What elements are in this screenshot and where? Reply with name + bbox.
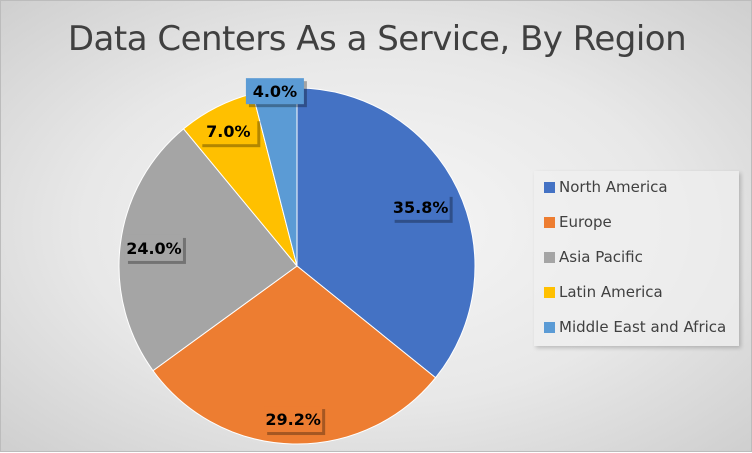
legend-swatch xyxy=(544,286,555,298)
legend-swatch xyxy=(544,216,555,228)
legend-item: Latin America xyxy=(544,282,663,302)
data-label-text: 35.8% xyxy=(393,198,449,217)
data-label-text: 7.0% xyxy=(206,122,250,141)
legend-item: Middle East and Africa xyxy=(544,317,726,337)
data-label-text: 4.0% xyxy=(253,82,297,101)
pie-slice-asia-pacific xyxy=(118,128,298,372)
data-label-text: 29.2% xyxy=(265,410,321,429)
data-label-box xyxy=(199,118,258,145)
chart-title: Data Centers As a Service, By Region xyxy=(67,19,687,59)
data-label: 24.0% xyxy=(124,234,186,264)
legend-label: Asia Pacific xyxy=(559,248,643,266)
legend-swatch xyxy=(544,251,555,263)
legend-item: North America xyxy=(544,177,668,197)
pie-slice-north-america xyxy=(296,87,476,379)
legend-item: Asia Pacific xyxy=(544,247,643,267)
legend-label: North America xyxy=(559,178,668,196)
legend-item: Europe xyxy=(544,212,612,232)
legend-label: Latin America xyxy=(559,283,663,301)
data-label-box xyxy=(391,193,450,220)
data-label: 29.2% xyxy=(264,406,326,436)
legend-label: Europe xyxy=(559,213,612,231)
legend-swatch xyxy=(544,181,555,193)
data-label-text: 24.0% xyxy=(126,239,182,258)
legend-label: Middle East and Africa xyxy=(559,318,727,336)
data-label-box xyxy=(124,234,183,261)
data-label: 35.8% xyxy=(391,193,453,223)
legend-swatch xyxy=(544,321,555,333)
data-label-box xyxy=(245,78,304,105)
legend: North America Europe Asia Pacific Latin Ame… xyxy=(534,171,739,346)
pie-slice-europe xyxy=(152,265,437,445)
data-label: 4.0% xyxy=(245,78,307,108)
data-label-box xyxy=(264,406,323,433)
data-label: 7.0% xyxy=(199,118,261,148)
